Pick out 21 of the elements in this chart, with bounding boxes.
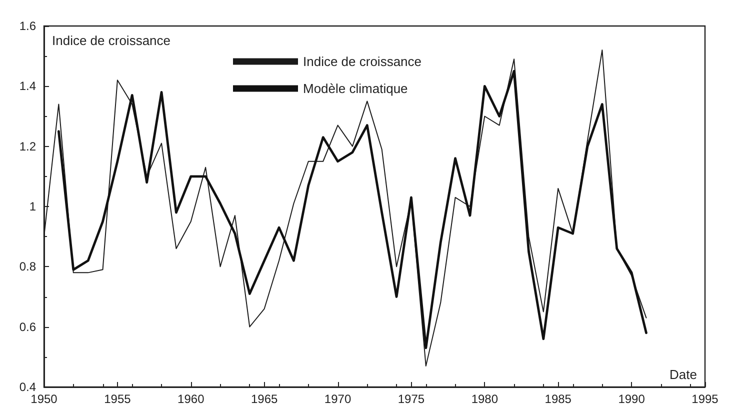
y-tick-label: 1.4 (19, 79, 36, 94)
y-tick-label: 1 (29, 200, 36, 214)
x-tick-label: 1985 (544, 392, 572, 406)
x-tick-label: 1975 (398, 392, 425, 406)
x-tick-label: 1990 (618, 392, 646, 406)
x-tick-label: 1950 (30, 392, 58, 406)
y-tick-label: 1.2 (19, 139, 36, 154)
x-tick-label: 1965 (250, 392, 278, 406)
y-tick-label: 0.4 (19, 380, 36, 394)
x-tick-label: 1955 (104, 392, 132, 406)
x-tick-label: 1960 (178, 392, 205, 406)
legend-label: Indice de croissance (303, 54, 422, 69)
x-axis-title: Date (670, 367, 698, 382)
y-tick-label: 1.6 (19, 19, 36, 33)
y-tick-label: 0.6 (19, 320, 36, 334)
legend-label: Modèle climatique (303, 81, 408, 96)
y-tick-label: 0.8 (19, 260, 36, 274)
x-tick-label: 1995 (692, 392, 719, 406)
x-tick-label: 1970 (324, 392, 352, 406)
x-tick-label: 1980 (471, 392, 498, 406)
y-axis-title: Indice de croissance (52, 33, 171, 48)
